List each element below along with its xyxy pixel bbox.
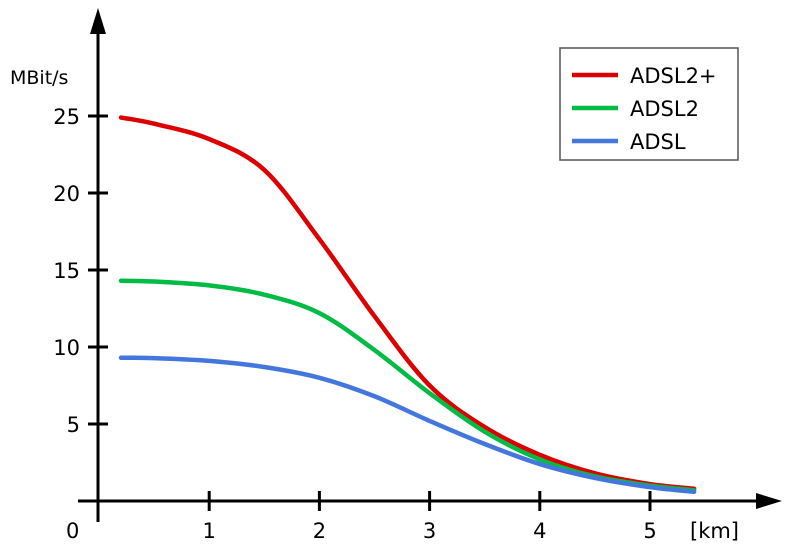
series-group [118,115,697,495]
y-tick-label: 5 [67,413,80,437]
x-axis-arrow [756,493,782,509]
y-tick-label: 25 [53,105,80,129]
y-axis-label: MBit/s [10,67,68,89]
x-tick-label: 4 [533,519,546,543]
x-tick-label: 3 [423,519,436,543]
series-line-adsl [118,355,697,495]
origin-label: 0 [66,519,79,543]
y-tick-label: 10 [53,336,80,360]
series-line-adsl2-plus [118,115,697,491]
x-tick-label: 5 [643,519,656,543]
legend-label: ADSL2 [630,97,699,121]
x-axis-label: [km] [690,519,739,543]
ticks: 1 2 3 4 5 5 10 15 20 25 [53,105,656,543]
x-tick-label: 2 [313,519,326,543]
legend-label: ADSL [630,130,686,154]
series-line-adsl2 [118,278,697,493]
y-tick-label: 20 [53,182,80,206]
legend: ADSL2+ ADSL2 ADSL [559,47,739,161]
axes [78,8,782,522]
x-tick-label: 1 [203,519,216,543]
legend-label: ADSL2+ [630,64,717,88]
y-tick-label: 15 [53,259,80,283]
y-axis-arrow [90,8,106,34]
